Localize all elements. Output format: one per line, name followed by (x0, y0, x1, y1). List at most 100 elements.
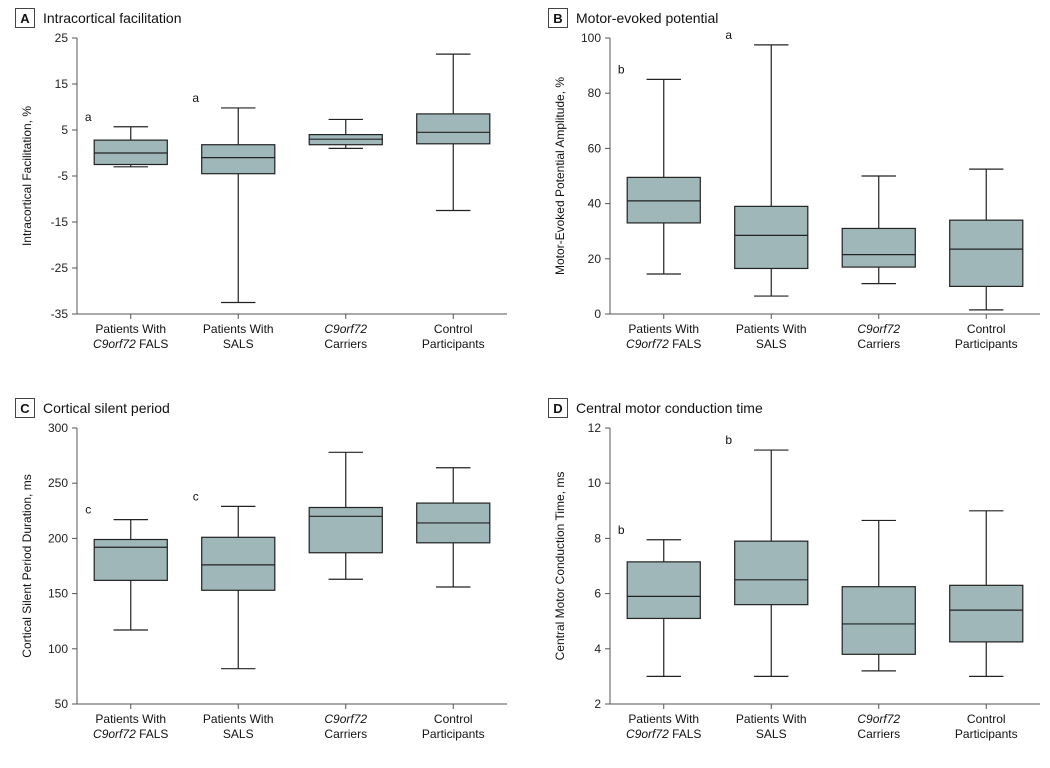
boxplot: b (725, 433, 807, 676)
y-tick-label: 60 (588, 141, 602, 155)
boxplot: a (85, 110, 167, 167)
box-rect (202, 537, 275, 590)
boxplot (309, 119, 382, 148)
category-label-line1: Patients With (203, 712, 274, 726)
significance-annotation: b (618, 62, 625, 76)
category-label-line2: C9orf72 FALS (626, 727, 701, 741)
y-tick-label: 15 (55, 77, 69, 91)
y-tick-label: -5 (57, 169, 68, 183)
chart-svg: 24681012Central Motor Conduction Time, m… (548, 420, 1048, 768)
category-label-line2: Participants (422, 337, 485, 351)
category-label-line1: Control (967, 712, 1006, 726)
box-rect (202, 145, 275, 174)
category-label-line2: Carriers (324, 727, 367, 741)
y-tick-label: 250 (48, 476, 68, 490)
chart-svg: -35-25-15-551525Intracortical Facilitati… (15, 30, 515, 378)
y-tick-label: 5 (61, 123, 68, 137)
box-rect (950, 220, 1023, 286)
boxplot: b (618, 62, 700, 274)
category-label-line2: SALS (223, 727, 254, 741)
y-tick-label: -25 (51, 261, 69, 275)
panel-a: AIntracortical facilitation-35-25-15-551… (15, 8, 515, 378)
boxplot (417, 468, 490, 587)
category-label-line2: C9orf72 FALS (93, 727, 168, 741)
boxplot: c (85, 503, 167, 630)
panel-letter: A (15, 8, 35, 28)
y-tick-label: -15 (51, 215, 69, 229)
y-tick-label: 12 (588, 421, 602, 435)
panel-title-text: Cortical silent period (43, 400, 170, 416)
panel-letter: B (548, 8, 568, 28)
boxplot (950, 169, 1023, 310)
boxplot (950, 511, 1023, 677)
box-rect (842, 228, 915, 267)
category-label-line2: SALS (756, 337, 787, 351)
boxplot: a (725, 30, 807, 296)
significance-annotation: c (85, 503, 91, 517)
panel-b: BMotor-evoked potential020406080100Motor… (548, 8, 1048, 378)
category-label-line2: C9orf72 FALS (626, 337, 701, 351)
category-label-line1: C9orf72 (324, 322, 367, 336)
y-axis-label: Motor-Evoked Potential Amplitude, % (553, 77, 567, 275)
category-label-line1: C9orf72 (324, 712, 367, 726)
y-tick-label: 100 (581, 31, 601, 45)
y-tick-label: 50 (55, 697, 69, 711)
significance-annotation: c (193, 489, 199, 503)
box-rect (309, 507, 382, 552)
panel-title: C Cortical silent period (15, 398, 170, 418)
y-tick-label: 8 (594, 531, 601, 545)
panel-title-text: Central motor conduction time (576, 400, 763, 416)
box-rect (94, 140, 167, 164)
panel-d: D Central motor conduction time 2 4 6 8 10 12 Ce… (548, 398, 1048, 768)
y-tick-label: 4 (594, 642, 601, 656)
y-axis-label: Cortical Silent Period Duration, ms (20, 474, 34, 657)
boxplot (842, 176, 915, 284)
category-label-line1: Control (434, 712, 473, 726)
panel-title: AIntracortical facilitation (15, 8, 182, 28)
box-rect (627, 177, 700, 223)
category-label-line1: Patients With (628, 322, 699, 336)
y-tick-label: 0 (594, 307, 601, 321)
y-tick-label: 100 (48, 642, 68, 656)
significance-annotation: a (85, 110, 92, 124)
category-label-line1: Patients With (95, 712, 166, 726)
box-rect (950, 585, 1023, 642)
panel-title: B Motor-evoked potential (548, 8, 718, 28)
y-tick-label: 6 (594, 587, 601, 601)
boxplot (842, 520, 915, 670)
category-label-line1: Patients With (628, 712, 699, 726)
category-label-line1: Patients With (736, 712, 807, 726)
category-label-line2: Carriers (857, 727, 900, 741)
significance-annotation: b (725, 433, 732, 447)
category-label-line1: Control (967, 322, 1006, 336)
category-label-line2: SALS (223, 337, 254, 351)
panel-letter: D (548, 398, 568, 418)
y-axis-label: Intracortical Facilitation, % (20, 106, 34, 246)
significance-annotation: b (618, 523, 625, 537)
box-rect (627, 562, 700, 619)
panel-title-text: Motor-evoked potential (576, 10, 718, 26)
panel-c: CCortical silent period50100150200250300… (15, 398, 515, 768)
boxplot: b (618, 523, 700, 677)
category-label-line2: Carriers (324, 337, 367, 351)
figure-root: AIntracortical facilitation-35-25-15-551… (0, 0, 1050, 766)
chart-svg: 50100150200250300Cortical Silent Period … (15, 420, 515, 768)
category-label-line2: C9orf72 FALS (93, 337, 168, 351)
box-rect (735, 206, 808, 268)
category-label-line2: Participants (955, 337, 1018, 351)
category-label-line1: Control (434, 322, 473, 336)
boxplot: c (193, 489, 275, 668)
box-rect (417, 114, 490, 144)
panel-letter: C (15, 398, 35, 418)
category-label-line1: C9orf72 (857, 322, 900, 336)
y-tick-label: 150 (48, 587, 68, 601)
category-label-line2: Participants (422, 727, 485, 741)
significance-annotation: a (192, 91, 199, 105)
y-tick-label: 300 (48, 421, 68, 435)
category-label-line1: Patients With (95, 322, 166, 336)
y-tick-label: 2 (594, 697, 601, 711)
y-tick-label: 10 (588, 476, 602, 490)
y-tick-label: 80 (588, 86, 602, 100)
boxplot (417, 54, 490, 210)
panel-title: D Central motor conduction time (548, 398, 763, 418)
